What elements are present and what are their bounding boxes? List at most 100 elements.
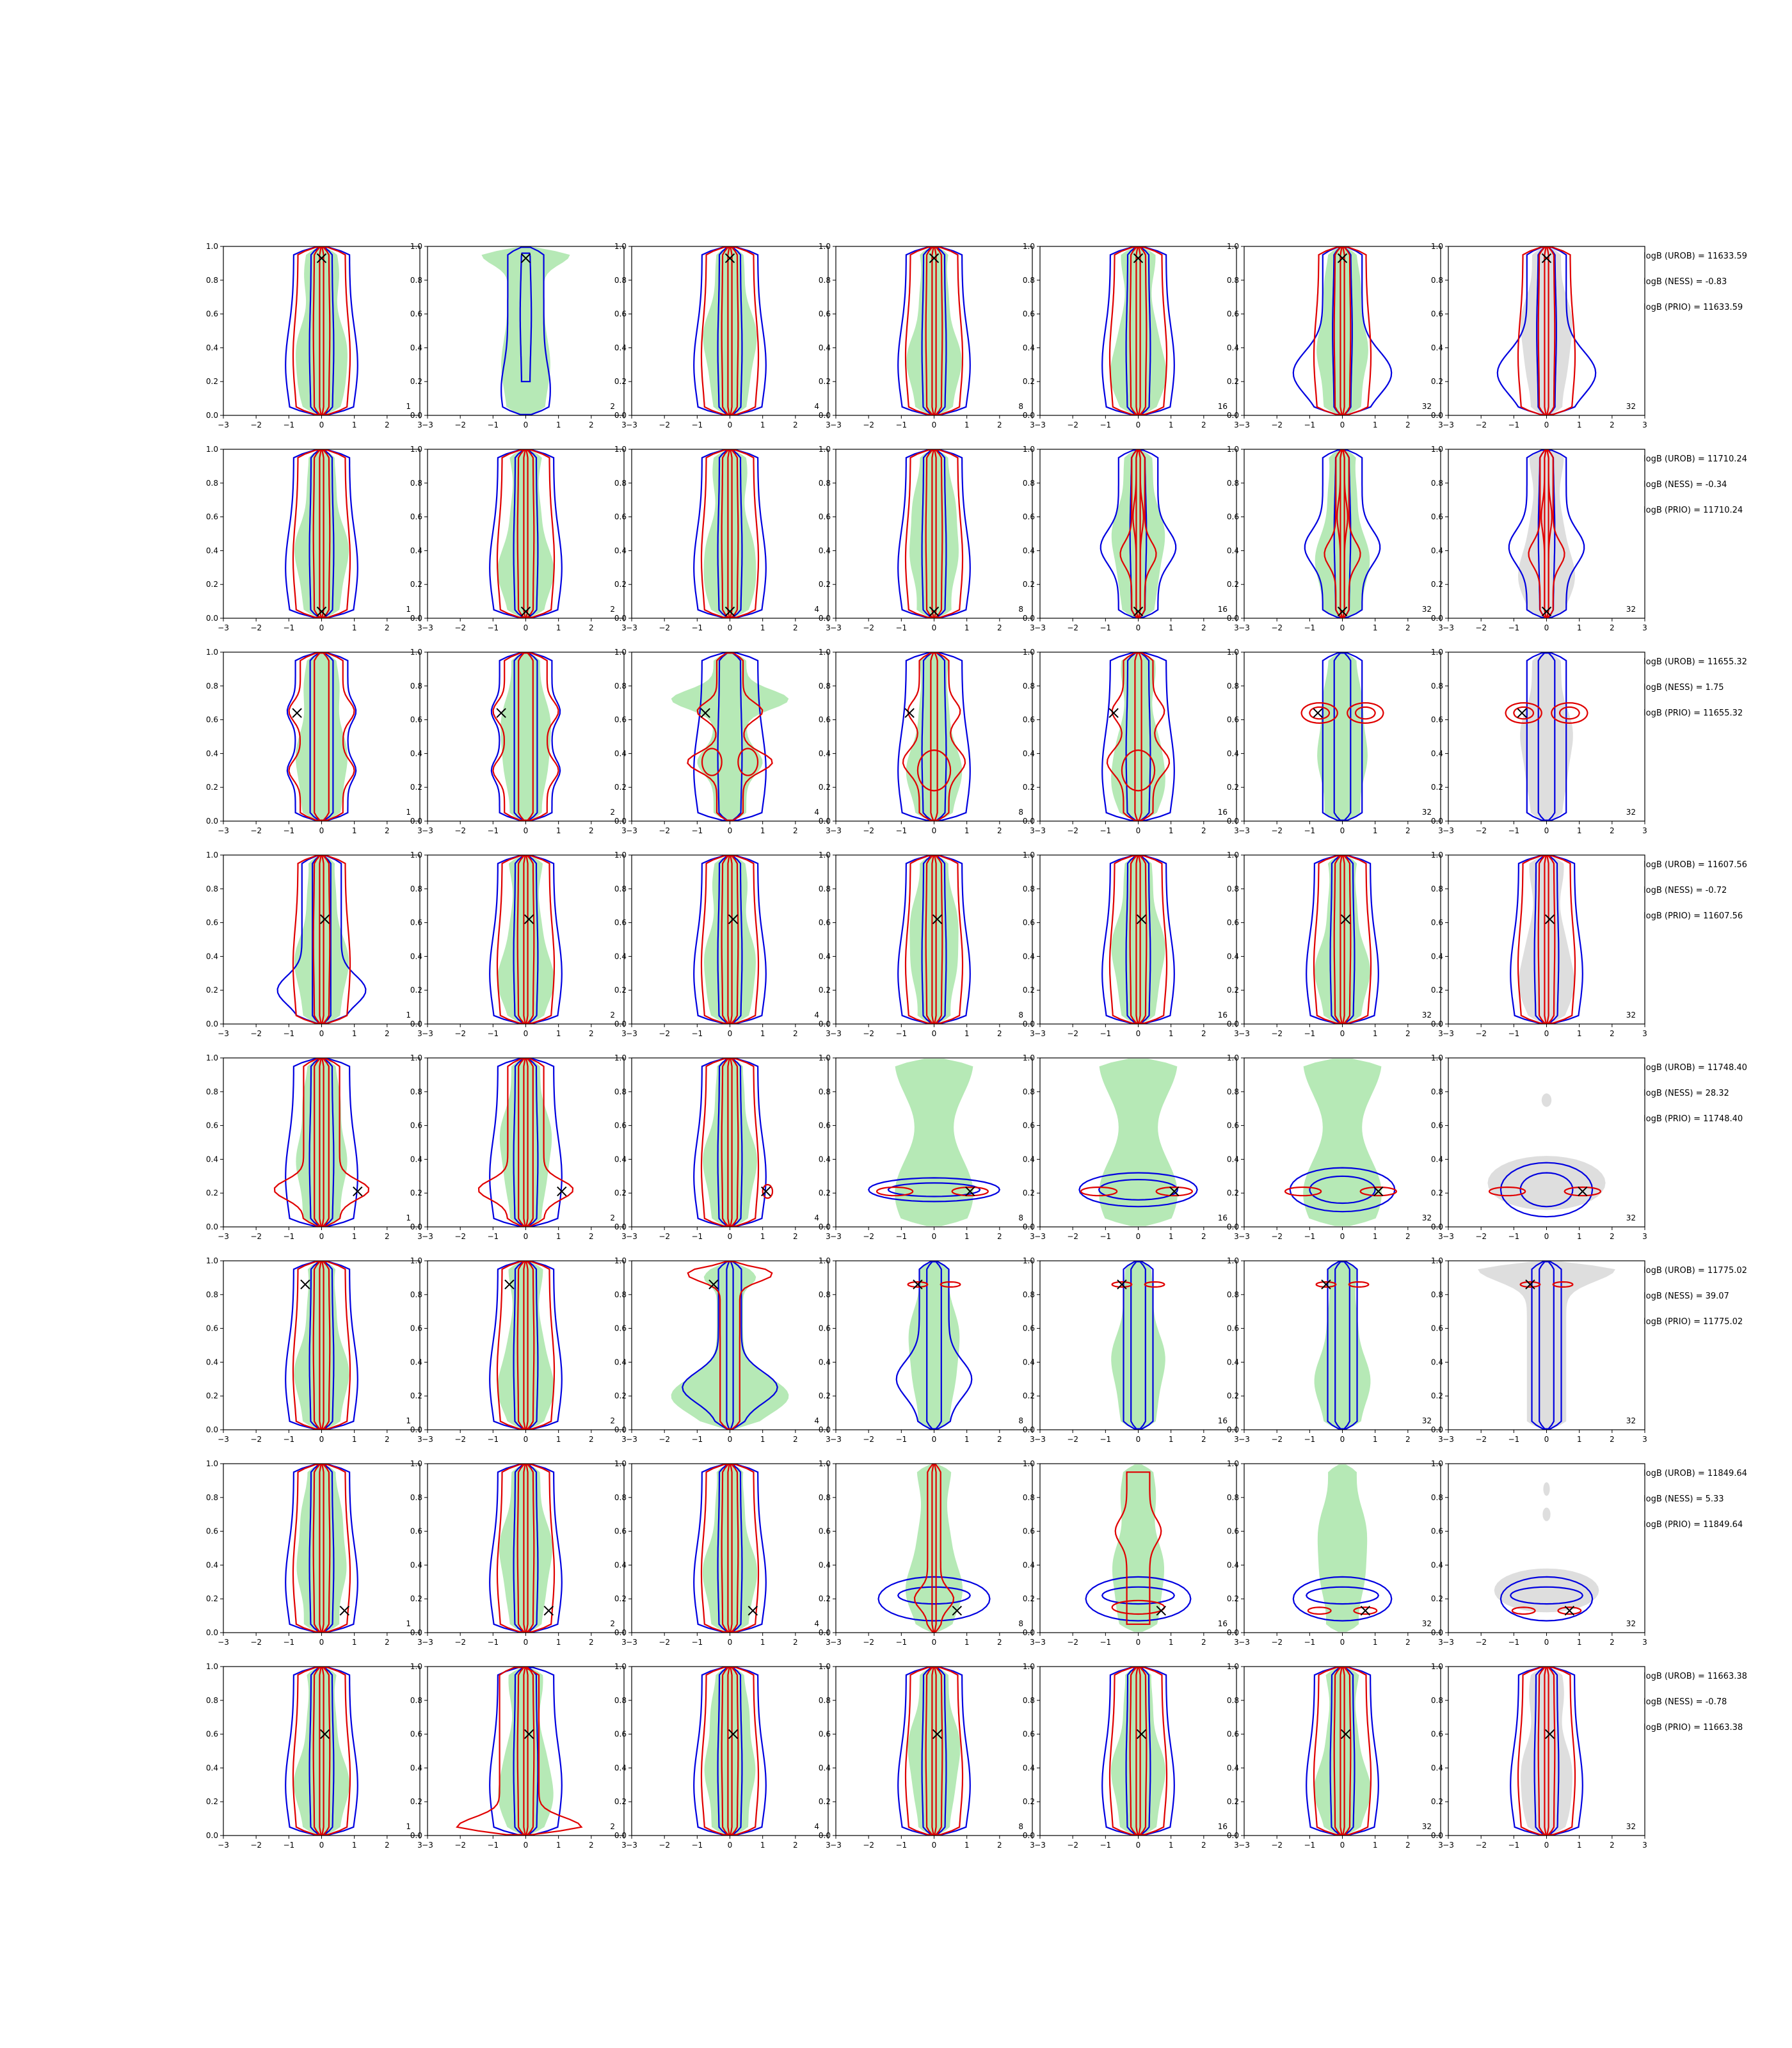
x-tick-label: 2 [997,1029,1002,1038]
x-tick-label: 3 [1234,1638,1239,1647]
x-tick-label: −3 [1034,420,1046,429]
plot-area [285,449,358,618]
contour-red [1551,702,1588,724]
x-tick-label: 1 [1373,1435,1378,1444]
x-marker [952,1605,963,1616]
y-tick-label: 1.0 [1431,242,1443,251]
x-marker [700,708,710,718]
contour-blue [519,252,532,383]
contour-red [1552,1281,1574,1288]
contour-red [1544,1667,1549,1836]
x-tick-label: −2 [659,1841,670,1850]
y-tick-label: 0.8 [1431,1493,1443,1502]
plot-area [1292,246,1393,415]
contour-red [1155,1186,1194,1197]
contour-red [700,855,760,1024]
logb-prio-row-7: logB (PRIO) = 11849.64 [1644,1520,1743,1530]
contour-red [925,246,943,415]
contour-red [727,1464,733,1633]
x-tick-label: −1 [1100,1029,1111,1038]
x-tick-label: −2 [1067,420,1078,429]
y-tick-label: 0.8 [1023,682,1035,691]
y-tick-label: 0.0 [1023,1831,1035,1840]
density-fill [1543,1482,1550,1496]
contour-red [1114,1471,1162,1625]
contour-blue [1531,1261,1562,1430]
contour-blue [1327,1261,1358,1430]
x-tick-label: −2 [454,1029,466,1038]
x-tick-label: 0 [932,1029,937,1038]
y-tick-label: 0.8 [1227,884,1239,893]
y-tick-label: 0.2 [206,580,218,589]
x-tick-label: −3 [1034,826,1046,835]
panel-r1-c5: −3 −2 −1 0 1 2 30.00.20.40.60.81.016 [1023,242,1239,429]
x-tick-label: −3 [1238,1232,1250,1241]
density-fill [497,450,554,618]
y-tick-label: 0.0 [206,1425,218,1434]
plot-area [285,1464,358,1633]
x-tick-label: −3 [830,623,842,632]
x-marker [1133,606,1144,617]
x-tick-label: −1 [1100,1638,1111,1647]
y-tick-label: 0.6 [1023,1527,1035,1536]
contour-red [700,1464,760,1633]
x-tick-label: −3 [1034,1232,1046,1241]
contour-blue [1508,449,1585,618]
panel-r5-c3: −3 −2 −1 0 1 2 30.00.20.40.60.81.04 [614,1053,831,1241]
panel-label: 4 [814,808,819,817]
x-marker [300,1279,310,1290]
y-tick-label: 0.0 [819,1020,831,1028]
panel-r3-c6: −3 −2 −1 0 1 2 30.00.20.40.60.81.032 [1227,648,1443,835]
y-tick-label: 0.0 [614,614,627,623]
x-tick-label: 0 [1136,1638,1141,1647]
x-tick-label: 0 [1340,1029,1345,1038]
x-tick-label: 1 [964,1435,970,1444]
panel-label: 2 [610,1011,615,1020]
plot-area [489,449,563,618]
x-tick-label: 3 [621,1435,627,1444]
x-tick-label: 0 [1340,420,1345,429]
panel-label: 16 [1218,808,1228,817]
x-tick-label: −1 [691,1435,703,1444]
x-tick-label: 1 [760,1232,765,1241]
x-tick-label: −3 [1443,623,1454,632]
y-tick-label: 0.0 [1227,411,1239,420]
y-tick-label: 0.0 [819,411,831,420]
x-marker [761,1186,771,1197]
x-tick-label: 2 [793,623,798,632]
x-tick-label: 3 [1030,1435,1035,1444]
y-tick-label: 0.8 [1431,1290,1443,1299]
x-tick-label: −2 [863,826,874,835]
contour-red [904,449,964,618]
x-tick-label: −1 [487,1435,499,1444]
density-fill [294,1667,349,1835]
density-fill [703,450,756,618]
contour-red [523,1667,529,1836]
contour-blue [1123,1261,1154,1430]
plot-area [693,855,767,1024]
x-tick-label: 1 [1373,826,1378,835]
contour-red [721,1058,739,1227]
x-tick-label: 0 [1340,1232,1345,1241]
contour-red [1324,449,1361,618]
panel-label: 32 [1422,1011,1432,1020]
panel-r8-c2: −3 −2 −1 0 1 2 30.00.20.40.60.81.02 [410,1662,627,1850]
x-tick-label: 2 [385,1638,390,1647]
y-tick-label: 0.2 [1227,1391,1239,1400]
contour-blue [693,652,767,821]
y-tick-label: 0.6 [410,1121,422,1130]
density-fill [294,450,349,618]
panel-r6-c2: −3 −2 −1 0 1 2 30.00.20.40.60.81.02 [410,1256,627,1444]
x-tick-label: −3 [218,826,229,835]
panel-label: 16 [1218,1619,1228,1628]
x-tick-label: −2 [659,1638,670,1647]
contour-red [876,1186,914,1197]
y-tick-label: 0.8 [1431,1696,1443,1705]
x-tick-label: 1 [556,1029,561,1038]
density-fill [908,1261,960,1429]
x-tick-label: 2 [589,826,594,835]
contour-blue [887,1182,981,1197]
x-tick-label: 1 [760,420,765,429]
x-tick-label: −1 [1508,420,1519,429]
panel-label: 32 [1626,1619,1636,1628]
